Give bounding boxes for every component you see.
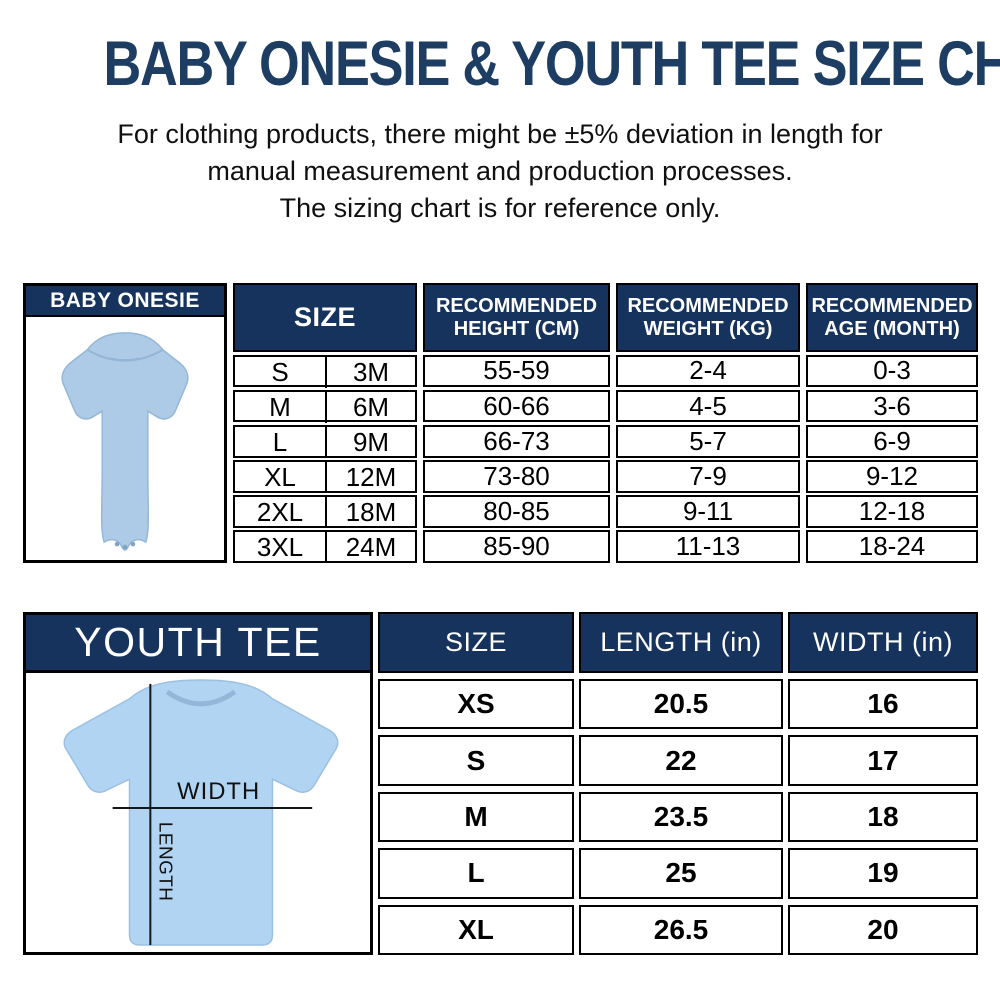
disclaimer-line-1: For clothing products, there might be ±5… [117, 119, 883, 149]
onesie-row-2-weight: 5-7 [616, 424, 800, 458]
onesie-row-2-size: L 9M [233, 424, 417, 458]
baby-onesie-panel-title: BABY ONESIE [26, 286, 224, 317]
onesie-row-4-age: 12-18 [806, 495, 978, 528]
youth-tee-panel: YOUTH TEE WIDTH LENGTH [23, 612, 373, 955]
onesie-row-1-age: 3-6 [806, 389, 978, 423]
onesie-row-5-weight: 11-13 [616, 530, 800, 564]
youth-header-width: WIDTH (in) [788, 612, 978, 673]
length-label: LENGTH [155, 822, 176, 901]
onesie-row-0-size: S 3M [233, 354, 417, 388]
youth-row-1-length: 22 [579, 735, 783, 786]
onesie-row-1-size-months: 6M [325, 391, 415, 423]
onesie-row-4-size-months: 18M [325, 497, 415, 529]
youth-row-3-size: L [378, 848, 574, 899]
onesie-snap-center [122, 544, 128, 549]
disclaimer-line-2: manual measurement and production proces… [207, 156, 793, 186]
onesie-collar-right-flap [110, 348, 164, 361]
onesie-row-1-height: 60-66 [423, 389, 610, 423]
onesie-row-5-height: 85-90 [423, 530, 610, 564]
onesie-header-weight: RECOMMENDED WEIGHT (KG) [616, 283, 800, 352]
youth-header-length: LENGTH (in) [579, 612, 783, 673]
onesie-row-5-age: 18-24 [806, 530, 978, 564]
onesie-row-3-size-letter: XL [264, 462, 296, 493]
tee-body-shape [63, 679, 339, 946]
youth-row-4-width: 20 [788, 904, 978, 955]
onesie-header-age: RECOMMENDED AGE (MONTH) [806, 283, 978, 352]
baby-onesie-section: BABY ONESIE SIZE RECOMMENDED HEIGHT (CM) [23, 283, 978, 564]
youth-row-3-length: 25 [579, 848, 783, 899]
onesie-snap-left [114, 541, 120, 546]
youth-row-0-size: XS [378, 679, 574, 730]
youth-tee-illustration: WIDTH LENGTH [63, 679, 339, 946]
onesie-row-1-size-letter: M [269, 391, 291, 422]
disclaimer-line-3: The sizing chart is for reference only. [279, 193, 721, 223]
youth-row-2-width: 18 [788, 791, 978, 843]
onesie-row-2-height: 66-73 [423, 424, 610, 458]
youth-tee-section: YOUTH TEE WIDTH LENGTH SIZE LENGTH (in) … [23, 612, 978, 955]
youth-row-3-width: 19 [788, 848, 978, 899]
youth-row-4-size: XL [378, 904, 574, 955]
baby-onesie-table: SIZE RECOMMENDED HEIGHT (CM) RECOMMENDED… [233, 283, 978, 564]
youth-tee-panel-title: YOUTH TEE [26, 615, 370, 673]
onesie-row-0-weight: 2-4 [616, 354, 800, 388]
onesie-row-1-size: M 6M [233, 389, 417, 423]
onesie-row-4-height: 80-85 [423, 495, 610, 528]
onesie-row-4-size: 2XL 18M [233, 495, 417, 529]
onesie-header-size: SIZE [233, 283, 417, 352]
baby-onesie-illustration [61, 331, 189, 551]
tee-collar [165, 689, 237, 707]
onesie-header-weight-line2: WEIGHT (KG) [643, 317, 773, 340]
youth-row-0-width: 16 [788, 679, 978, 730]
onesie-header-age-line1: RECOMMENDED [811, 294, 973, 317]
onesie-snap-right [130, 541, 136, 546]
youth-row-2-size: M [378, 791, 574, 843]
onesie-row-0-size-letter: S [271, 356, 289, 387]
onesie-header-age-line2: AGE (MONTH) [824, 317, 960, 340]
onesie-row-0-height: 55-59 [423, 354, 610, 388]
onesie-header-height-line1: RECOMMENDED [435, 294, 598, 317]
disclaimer-text: For clothing products, there might be ±5… [0, 116, 1000, 227]
onesie-body-shape [61, 331, 189, 551]
width-label: WIDTH [177, 778, 260, 805]
onesie-row-3-height: 73-80 [423, 460, 610, 493]
onesie-row-0-age: 0-3 [806, 354, 978, 388]
youth-row-1-width: 17 [788, 735, 978, 786]
youth-tee-image: WIDTH LENGTH [26, 673, 370, 952]
baby-onesie-image [26, 317, 224, 558]
onesie-row-5-size: 3XL 24M [233, 530, 417, 564]
page-title-text: BABY ONESIE & YOUTH TEE SIZE CHART [103, 29, 1000, 99]
onesie-row-1-weight: 4-5 [616, 389, 800, 423]
onesie-header-height: RECOMMENDED HEIGHT (CM) [423, 283, 610, 352]
youth-tee-table: SIZE LENGTH (in) WIDTH (in) XS 20.5 16 S… [378, 612, 978, 955]
onesie-row-2-size-months: 9M [325, 426, 415, 458]
onesie-header-weight-line1: RECOMMENDED [627, 294, 789, 317]
onesie-row-2-age: 6-9 [806, 424, 978, 458]
onesie-row-3-size-months: 12M [325, 462, 415, 494]
onesie-row-4-weight: 9-11 [616, 495, 800, 528]
onesie-header-height-line2: HEIGHT (CM) [453, 317, 580, 340]
onesie-row-5-size-months: 24M [325, 532, 415, 564]
onesie-row-3-size: XL 12M [233, 460, 417, 494]
onesie-row-2-size-letter: L [272, 426, 288, 457]
onesie-row-5-size-letter: 3XL [256, 532, 304, 563]
youth-row-1-size: S [378, 735, 574, 786]
page-title: BABY ONESIE & YOUTH TEE SIZE CHART [0, 33, 1000, 96]
youth-row-2-length: 23.5 [579, 791, 783, 843]
onesie-row-3-weight: 7-9 [616, 460, 800, 493]
youth-header-size: SIZE [378, 612, 574, 673]
baby-onesie-panel: BABY ONESIE [23, 283, 227, 563]
onesie-row-4-size-letter: 2XL [256, 497, 304, 528]
onesie-row-3-age: 9-12 [806, 460, 978, 493]
youth-row-4-length: 26.5 [579, 904, 783, 955]
onesie-row-0-size-months: 3M [325, 356, 415, 388]
youth-row-0-length: 20.5 [579, 679, 783, 730]
